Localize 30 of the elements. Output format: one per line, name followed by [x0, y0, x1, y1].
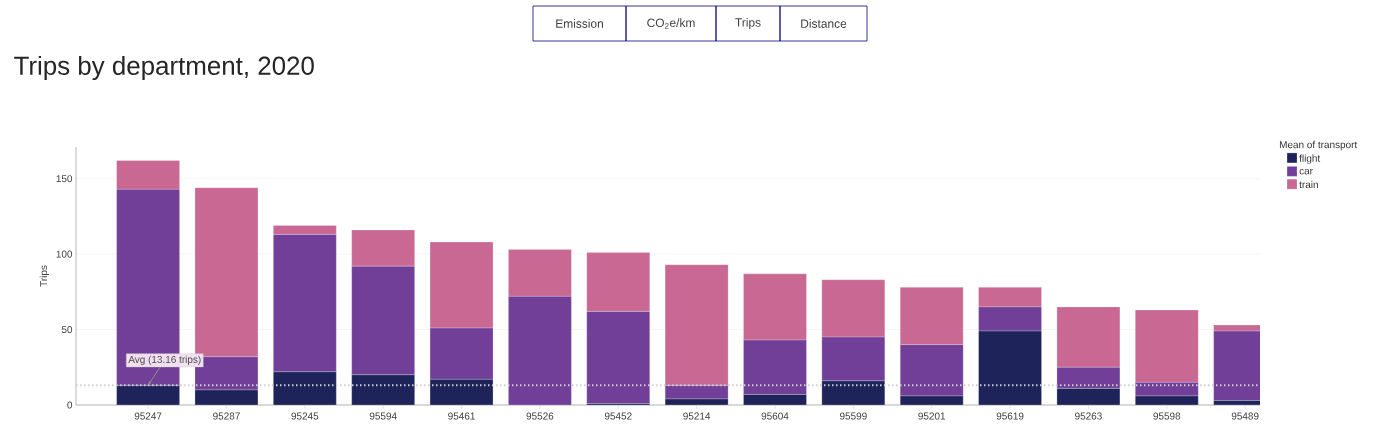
x-tick-label: 95245 [291, 412, 319, 420]
legend-label: train [1299, 180, 1318, 189]
x-tick-label: 95461 [448, 412, 475, 420]
x-tick-label: 95247 [134, 412, 162, 420]
x-tick-label: 95214 [683, 412, 711, 420]
ref-line-label: Avg (13.16 trips) [128, 355, 201, 365]
x-tick-label: 95201 [918, 412, 946, 420]
x-tick-label: 95526 [526, 412, 554, 420]
x-tick-label: 95287 [213, 412, 240, 420]
text: Distance [801, 19, 847, 28]
legend-label: car [1299, 168, 1313, 175]
x-tick-label: 95594 [369, 412, 397, 420]
x-tick-label: 95489 [1231, 412, 1259, 420]
y-tick-label: 100 [56, 250, 73, 258]
x-tick-label: 95263 [1075, 412, 1102, 420]
y-tick-label: 50 [61, 326, 73, 334]
x-tick-label: 95599 [839, 412, 867, 420]
y-tick-label: 150 [56, 175, 73, 183]
chart-title: Trips by department, 2020 [14, 55, 314, 81]
x-tick-label: 95452 [604, 412, 632, 420]
text: Trips [735, 17, 761, 30]
y-tick-label: 0 [67, 401, 73, 409]
x-tick-label: 95619 [996, 412, 1024, 420]
legend-title: Mean of transport [1279, 140, 1358, 151]
text: CO$_{2}$e/km [647, 18, 695, 29]
x-tick-label: 95598 [1153, 412, 1181, 420]
x-tick-label: 95604 [761, 412, 789, 420]
y-axis-title: Trips [39, 265, 50, 287]
text: Emission [556, 19, 603, 28]
legend-label: flight [1299, 154, 1321, 164]
